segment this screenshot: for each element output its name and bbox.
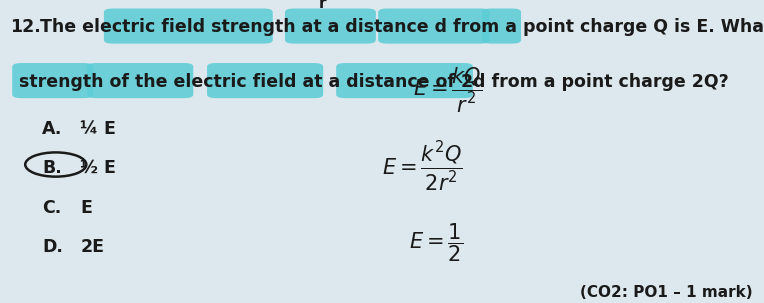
- FancyBboxPatch shape: [336, 63, 473, 98]
- Text: (CO2: PO1 – 1 mark): (CO2: PO1 – 1 mark): [580, 285, 753, 300]
- FancyBboxPatch shape: [207, 63, 323, 98]
- Text: r: r: [319, 0, 326, 11]
- Text: $E = \dfrac{k^2Q}{2r^2}$: $E = \dfrac{k^2Q}{2r^2}$: [382, 140, 463, 194]
- Text: E: E: [80, 199, 92, 217]
- FancyBboxPatch shape: [12, 63, 93, 98]
- FancyBboxPatch shape: [482, 8, 521, 44]
- Text: ¼ E: ¼ E: [80, 120, 116, 138]
- Text: 2E: 2E: [80, 238, 104, 256]
- Text: 12.: 12.: [10, 18, 40, 36]
- Text: ½ E: ½ E: [80, 159, 116, 177]
- FancyBboxPatch shape: [285, 8, 376, 44]
- Text: strength of the electric field at a distance of 2d from a point charge 2Q?: strength of the electric field at a dist…: [19, 73, 729, 91]
- Text: B.: B.: [42, 159, 62, 177]
- FancyBboxPatch shape: [87, 63, 193, 98]
- Text: D.: D.: [42, 238, 63, 256]
- FancyBboxPatch shape: [378, 8, 490, 44]
- Text: $E = \dfrac{kQ}{r^2}$: $E = \dfrac{kQ}{r^2}$: [413, 66, 482, 115]
- Text: The electric field strength at a distance d from a point charge Q is E. What is : The electric field strength at a distanc…: [40, 18, 764, 36]
- Text: $E = \dfrac{1}{2}$: $E = \dfrac{1}{2}$: [409, 221, 463, 264]
- FancyBboxPatch shape: [104, 8, 273, 44]
- Text: A.: A.: [42, 120, 63, 138]
- Text: C.: C.: [42, 199, 61, 217]
